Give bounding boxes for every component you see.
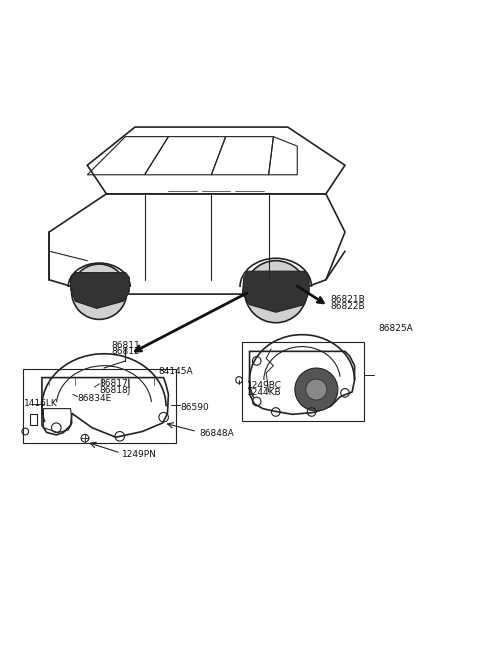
Text: 86834E: 86834E: [78, 394, 112, 403]
Text: 1244KB: 1244KB: [247, 388, 282, 397]
Text: 86590: 86590: [180, 403, 209, 412]
Text: 1416LK: 1416LK: [24, 400, 58, 408]
Circle shape: [245, 261, 307, 323]
Circle shape: [72, 264, 127, 320]
Text: 86812: 86812: [111, 347, 140, 356]
Text: 1249BC: 1249BC: [247, 381, 282, 390]
Bar: [23, 369, 176, 443]
Polygon shape: [71, 272, 129, 309]
Circle shape: [260, 276, 291, 307]
Circle shape: [306, 379, 327, 400]
Text: 86848A: 86848A: [199, 429, 234, 438]
Bar: [242, 342, 364, 421]
Text: 86821B: 86821B: [331, 295, 365, 305]
Text: 86825A: 86825A: [378, 324, 413, 333]
Text: 86817J: 86817J: [99, 379, 131, 388]
Polygon shape: [242, 271, 309, 312]
Text: 86822B: 86822B: [331, 303, 365, 312]
Text: 86811: 86811: [111, 341, 140, 350]
Circle shape: [295, 368, 338, 411]
Circle shape: [85, 277, 114, 306]
Text: 86818J: 86818J: [99, 386, 131, 395]
Text: 84145A: 84145A: [159, 367, 193, 376]
Text: 1249PN: 1249PN: [121, 450, 156, 459]
